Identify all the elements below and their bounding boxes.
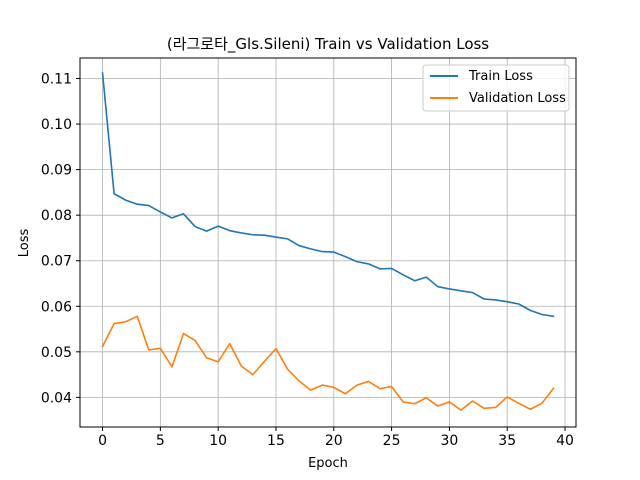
legend-label-train-loss: Train Loss: [468, 69, 533, 84]
legend-box: [422, 64, 570, 112]
plot-frame: [79, 57, 577, 428]
series-lines: [101, 72, 555, 411]
y-tick-label: 0.09: [41, 163, 72, 179]
legend-label-validation-loss: Validation Loss: [469, 91, 566, 106]
y-tick-label: 0.06: [41, 299, 72, 315]
y-tick-label: 0.11: [41, 72, 72, 88]
x-tick-label: 30: [440, 433, 458, 449]
train-loss-line: [101, 72, 555, 318]
y-tick-label: 0.04: [41, 390, 72, 406]
legend: Train Loss Validation Loss: [422, 64, 570, 112]
x-tick-label: 15: [267, 433, 285, 449]
x-tick-label: 40: [556, 433, 574, 449]
y-axis-label: Loss: [17, 229, 32, 258]
y-tick-label: 0.05: [41, 345, 72, 361]
x-tick-label: 20: [325, 433, 343, 449]
chart-title: (라그로타_Gls.Sileni) Train vs Validation Lo…: [167, 35, 489, 54]
x-tick-label: 35: [498, 433, 516, 449]
y-tick-label: 0.10: [41, 117, 72, 133]
x-tick-label: 0: [98, 433, 107, 449]
axis-ticks: 0 5 10 15 20 25 30 35 40 0.04 0.05 0.06 0.07 0.08 0.09…: [41, 72, 574, 450]
y-tick-label: 0.08: [41, 208, 72, 224]
x-tick-label: 10: [209, 433, 227, 449]
grid: [80, 58, 576, 427]
x-tick-label: 5: [156, 433, 165, 449]
x-axis-label: Epoch: [308, 456, 348, 471]
x-tick-label: 25: [383, 433, 401, 449]
validation-loss-line: [101, 315, 555, 411]
y-tick-label: 0.07: [41, 254, 72, 270]
